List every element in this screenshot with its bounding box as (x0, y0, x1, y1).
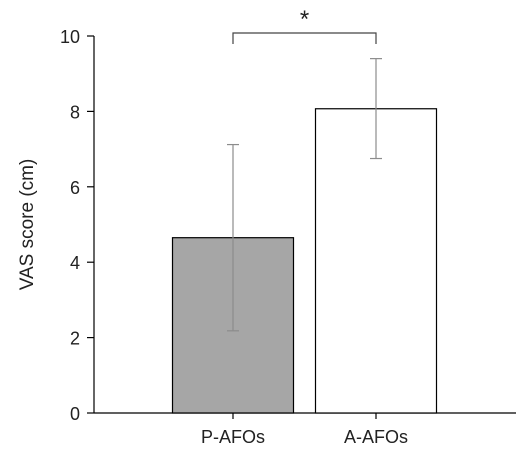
chart-axes (93, 36, 516, 414)
x-axis-labels: P-AFOs A-AFOs (201, 413, 408, 447)
y-tick-label: 4 (70, 253, 80, 273)
y-axis-ticks: 0 2 4 6 8 10 (60, 27, 94, 424)
x-tick-label: A-AFOs (344, 427, 408, 447)
y-axis-label: VAS score (cm) (17, 159, 38, 291)
y-tick-label: 0 (70, 404, 80, 424)
y-tick-label: 8 (70, 102, 80, 122)
error-bars-group (227, 58, 382, 332)
y-tick-label: 2 (70, 329, 80, 349)
significance-star: * (300, 6, 309, 33)
significance-bracket: * (232, 6, 377, 44)
y-tick-label: 10 (60, 27, 80, 47)
y-tick-label: 6 (70, 178, 80, 198)
significance-bracket-line (232, 32, 377, 44)
x-tick-label: P-AFOs (201, 427, 265, 447)
bars-group (171, 108, 438, 414)
